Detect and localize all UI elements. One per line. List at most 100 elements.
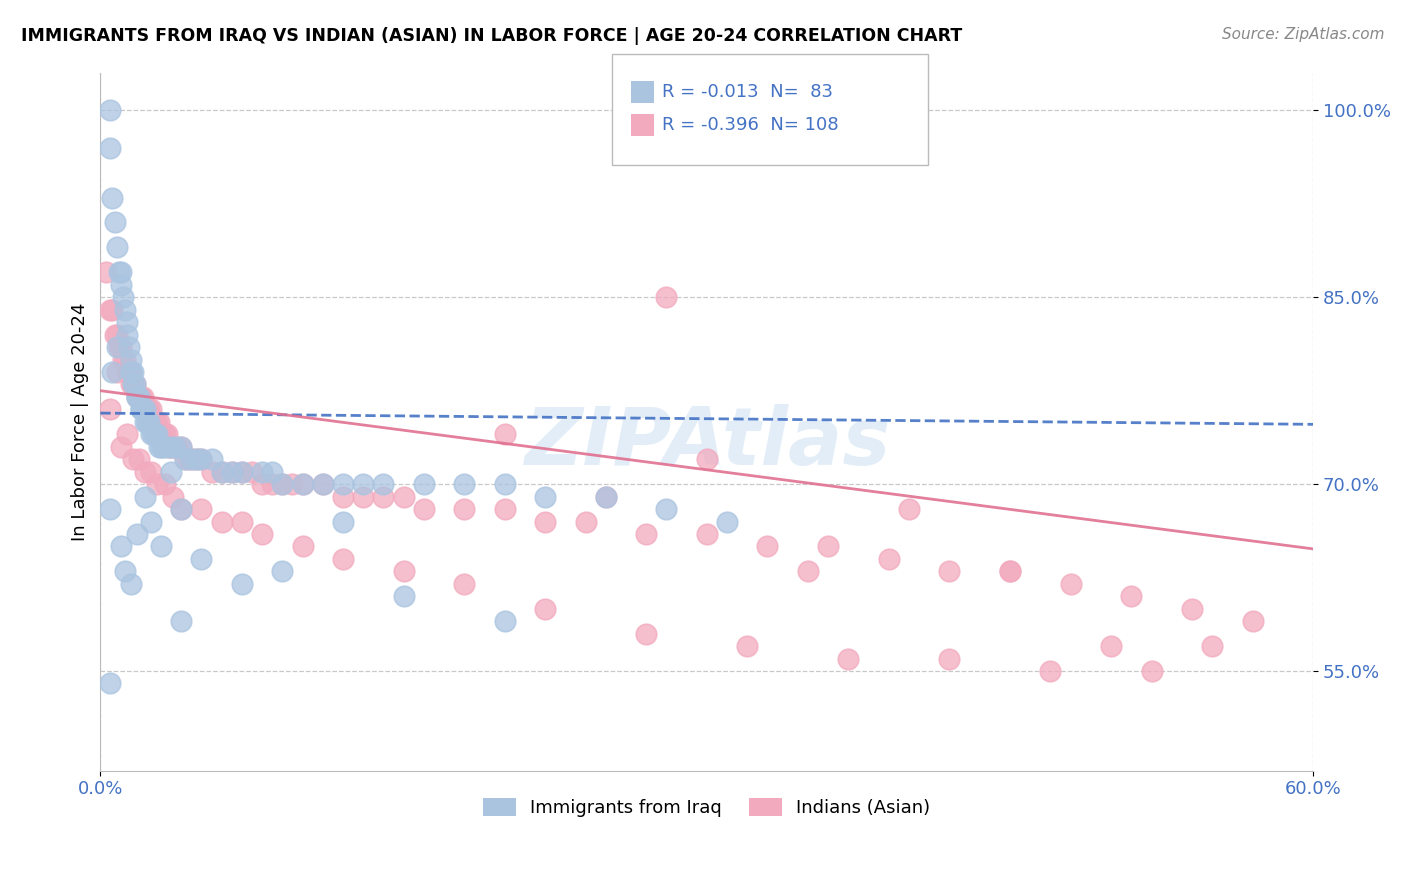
Point <box>128 390 150 404</box>
Point <box>291 477 314 491</box>
Point <box>534 490 557 504</box>
Point <box>150 427 173 442</box>
Point <box>271 477 294 491</box>
Point <box>250 465 273 479</box>
Point <box>124 377 146 392</box>
Point <box>190 502 212 516</box>
Point <box>190 452 212 467</box>
Point <box>100 302 122 317</box>
Point <box>146 415 169 429</box>
Point <box>837 651 859 665</box>
Point <box>160 465 183 479</box>
Point <box>96 265 118 279</box>
Point <box>160 440 183 454</box>
Point <box>186 452 208 467</box>
Point <box>115 365 138 379</box>
Point <box>107 265 129 279</box>
Point <box>135 415 157 429</box>
Point <box>221 465 243 479</box>
Point <box>636 626 658 640</box>
Point <box>101 190 124 204</box>
Point <box>250 477 273 491</box>
Point <box>574 515 596 529</box>
Point <box>250 527 273 541</box>
Point <box>121 377 143 392</box>
Point <box>111 290 134 304</box>
Point <box>148 440 170 454</box>
Point <box>1099 639 1122 653</box>
Text: ZIPAtlas: ZIPAtlas <box>523 404 890 482</box>
Point <box>120 365 142 379</box>
Point <box>595 490 617 504</box>
Point <box>1121 589 1143 603</box>
Point <box>100 502 122 516</box>
Point <box>1039 664 1062 678</box>
Point <box>135 402 157 417</box>
Point <box>453 502 475 516</box>
Point <box>160 440 183 454</box>
Point <box>271 565 294 579</box>
Point <box>157 440 180 454</box>
Point <box>271 477 294 491</box>
Point <box>103 327 125 342</box>
Point <box>115 327 138 342</box>
Point <box>170 614 193 628</box>
Point <box>125 527 148 541</box>
Point <box>142 427 165 442</box>
Point <box>114 302 136 317</box>
Point <box>138 402 160 417</box>
Point <box>146 427 169 442</box>
Point <box>124 377 146 392</box>
Point <box>332 552 354 566</box>
Text: IMMIGRANTS FROM IRAQ VS INDIAN (ASIAN) IN LABOR FORCE | AGE 20-24 CORRELATION CH: IMMIGRANTS FROM IRAQ VS INDIAN (ASIAN) I… <box>21 27 962 45</box>
Point <box>262 477 284 491</box>
Point <box>494 614 516 628</box>
Point <box>125 390 148 404</box>
Point <box>120 576 142 591</box>
Point <box>125 390 148 404</box>
Legend: Immigrants from Iraq, Indians (Asian): Immigrants from Iraq, Indians (Asian) <box>477 791 938 824</box>
Point <box>412 502 434 516</box>
Point <box>412 477 434 491</box>
Point <box>165 440 187 454</box>
Point <box>132 390 155 404</box>
Point <box>114 352 136 367</box>
Point <box>134 402 156 417</box>
Text: R = -0.013  N=  83: R = -0.013 N= 83 <box>662 83 834 101</box>
Point <box>312 477 335 491</box>
Point <box>897 502 920 516</box>
Point <box>150 440 173 454</box>
Point <box>938 651 960 665</box>
Point <box>312 477 335 491</box>
Point <box>373 490 395 504</box>
Point <box>121 365 143 379</box>
Point <box>352 477 374 491</box>
Text: Source: ZipAtlas.com: Source: ZipAtlas.com <box>1222 27 1385 42</box>
Point <box>105 365 128 379</box>
Point <box>1201 639 1223 653</box>
Point <box>494 502 516 516</box>
Point <box>696 452 718 467</box>
Point <box>1241 614 1264 628</box>
Point <box>392 490 415 504</box>
Point <box>115 315 138 329</box>
Point <box>166 440 188 454</box>
Point <box>190 552 212 566</box>
Point <box>138 415 160 429</box>
Point <box>128 390 150 404</box>
Point <box>150 540 173 554</box>
Point <box>139 402 162 417</box>
Point <box>735 639 758 653</box>
Point <box>105 240 128 254</box>
Point <box>190 452 212 467</box>
Point <box>453 576 475 591</box>
Point <box>110 277 132 292</box>
Point <box>152 440 174 454</box>
Point <box>817 540 839 554</box>
Point <box>118 365 141 379</box>
Point <box>352 490 374 504</box>
Point <box>231 465 253 479</box>
Point <box>240 465 263 479</box>
Point <box>125 390 148 404</box>
Point <box>143 415 166 429</box>
